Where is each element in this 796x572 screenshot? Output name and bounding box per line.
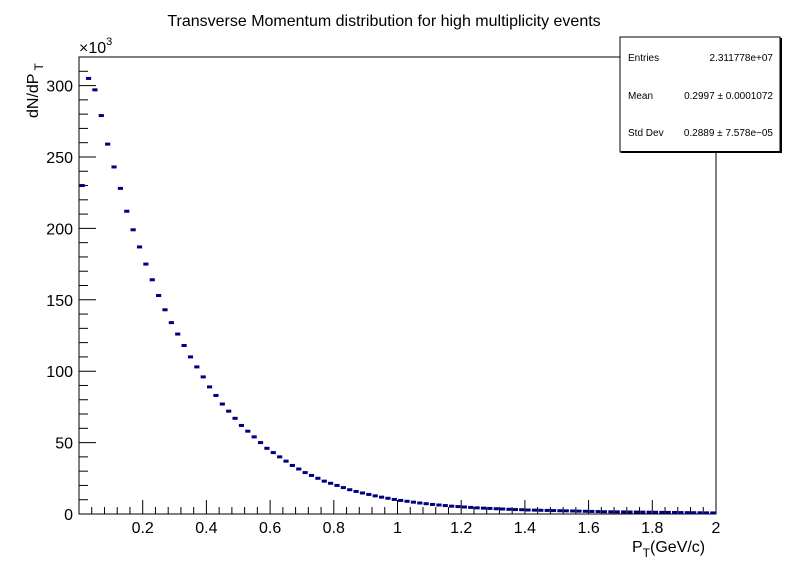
stat-stddev-value: 0.2889 ± 7.578e−05: [684, 128, 774, 139]
x-tick-label: 0.8: [323, 520, 345, 537]
y-tick-label: 250: [46, 150, 73, 167]
histogram-bins: [79, 76, 716, 515]
y-axis-tick-labels: 0 50 100 150 200 250 300: [46, 79, 73, 524]
chart-title: Transverse Momentum distribution for hig…: [167, 13, 600, 30]
x-tick-label: 0.6: [259, 520, 281, 537]
y-tick-label: 50: [55, 436, 73, 453]
y-tick-label: 0: [64, 507, 73, 524]
y-tick-label: 100: [46, 364, 73, 381]
y-axis-ticks: [79, 56, 96, 515]
x-tick-label: 0.4: [195, 520, 217, 537]
x-tick-label: 1.2: [450, 520, 472, 537]
stats-box: Entries 2.311778e+07 Mean 0.2997 ± 0.000…: [619, 36, 782, 153]
x-axis-ticks: [78, 500, 717, 514]
y-tick-label: 200: [46, 221, 73, 238]
x-axis-label: PT(GeV/c): [632, 539, 705, 560]
x-tick-label: 1: [393, 520, 402, 537]
stat-entries-label: Entries: [628, 53, 659, 64]
y-tick-label: 150: [46, 293, 73, 310]
y-multiplier-exponent: 3: [106, 36, 112, 48]
y-multiplier: ×103: [79, 36, 112, 57]
x-tick-label: 0.2: [132, 520, 154, 537]
stat-stddev-label: Std Dev: [628, 128, 664, 139]
x-tick-label: 2: [712, 520, 721, 537]
y-tick-label: 300: [46, 79, 73, 96]
stat-mean-value: 0.2997 ± 0.0001072: [684, 91, 773, 102]
stat-entries-value: 2.311778e+07: [710, 53, 774, 64]
x-axis-tick-labels: 0.2 0.4 0.6 0.8 1 1.2 1.4 1.6 1.8 2: [132, 520, 721, 537]
x-tick-label: 1.4: [514, 520, 536, 537]
y-axis-label-subscript: T: [32, 63, 46, 71]
x-tick-label: 1.8: [641, 520, 663, 537]
x-axis-label-subscript: T: [643, 546, 651, 560]
y-axis-label: dN/dPT: [25, 63, 46, 118]
stat-mean-label: Mean: [628, 91, 653, 102]
x-tick-label: 1.6: [577, 520, 599, 537]
